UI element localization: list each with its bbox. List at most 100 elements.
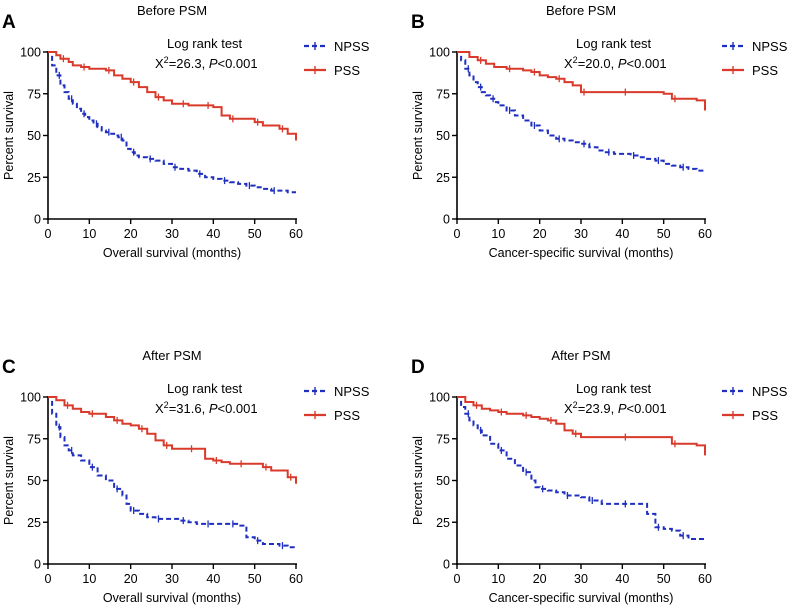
curve-npss — [457, 51, 705, 172]
legend-label-npss: NPSS — [752, 384, 788, 399]
x-tick-label: 60 — [698, 572, 712, 586]
log-rank-stat: X2=23.9, P<0.001 — [564, 400, 667, 416]
x-tick-label: 40 — [206, 227, 220, 241]
x-tick-label: 20 — [533, 572, 547, 586]
y-axis-label: Percent survival — [2, 436, 16, 525]
panel-letter: D — [411, 357, 425, 378]
log-rank-part: P — [618, 401, 627, 416]
log-rank-part: X — [564, 401, 573, 416]
legend-label-npss: NPSS — [334, 384, 370, 399]
log-rank-part: P — [209, 56, 218, 71]
legend-label-pss: PSS — [752, 63, 778, 78]
log-rank-part: <0.001 — [626, 56, 666, 71]
x-tick-label: 60 — [289, 572, 303, 586]
y-tick-label: 0 — [34, 213, 41, 227]
panel-title: After PSM — [551, 348, 610, 363]
x-tick-label: 10 — [491, 572, 505, 586]
x-tick-label: 30 — [165, 572, 179, 586]
log-rank-part: X — [155, 56, 164, 71]
legend-label-npss: NPSS — [752, 39, 788, 54]
x-tick-label: 0 — [454, 227, 461, 241]
curve-npss — [48, 396, 297, 549]
log-rank-title: Log rank test — [167, 381, 243, 396]
curve-pss — [48, 51, 297, 141]
curve-pss — [457, 51, 706, 111]
x-tick-label: 30 — [574, 572, 588, 586]
log-rank-stat: X2=26.3, P<0.001 — [155, 55, 258, 71]
y-tick-label: 75 — [27, 87, 41, 101]
log-rank-part: <0.001 — [217, 401, 257, 416]
x-tick-label: 0 — [454, 572, 461, 586]
curve-pss — [457, 396, 706, 456]
y-tick-label: 50 — [436, 474, 450, 488]
panel-d: D After PSM 0 25 50 75 100 0 10 20 30 40 50 60 Cancer-… — [411, 348, 788, 605]
y-axis-label: Percent survival — [411, 91, 425, 180]
y-tick-label: 0 — [443, 558, 450, 572]
y-tick-label: 75 — [436, 87, 450, 101]
x-tick-label: 60 — [698, 227, 712, 241]
y-tick-label: 100 — [20, 46, 41, 60]
x-tick-label: 10 — [82, 572, 96, 586]
panel-a: A Before PSM 0 25 50 75 100 0 10 20 30 40 50 60 Overal… — [2, 3, 370, 260]
y-tick-label: 50 — [436, 129, 450, 143]
y-tick-label: 25 — [436, 171, 450, 185]
x-axis-label: Overall survival (months) — [103, 246, 241, 260]
log-rank-title: Log rank test — [576, 381, 652, 396]
x-tick-label: 0 — [45, 572, 52, 586]
log-rank-title: Log rank test — [576, 36, 652, 51]
log-rank-part: =20.0, — [578, 56, 618, 71]
x-tick-label: 0 — [45, 227, 52, 241]
log-rank-part: 2 — [164, 55, 169, 65]
log-rank-stat: X2=20.0, P<0.001 — [564, 55, 667, 71]
panel-letter: C — [2, 357, 16, 378]
x-tick-label: 10 — [82, 227, 96, 241]
y-tick-label: 0 — [34, 558, 41, 572]
log-rank-part: 2 — [164, 400, 169, 410]
y-tick-label: 25 — [27, 171, 41, 185]
x-tick-label: 40 — [615, 572, 629, 586]
y-tick-label: 100 — [20, 391, 41, 405]
legend-label-pss: PSS — [334, 63, 360, 78]
log-rank-part: 2 — [573, 55, 578, 65]
x-tick-label: 30 — [165, 227, 179, 241]
log-rank-part: 2 — [573, 400, 578, 410]
log-rank-part: =26.3, — [169, 56, 209, 71]
x-tick-label: 20 — [533, 227, 547, 241]
legend-label-pss: PSS — [752, 408, 778, 423]
y-tick-label: 100 — [429, 391, 450, 405]
panel-b: B Before PSM 0 25 50 75 100 0 10 20 30 40 50 60 Cancer… — [411, 3, 788, 260]
x-tick-label: 30 — [574, 227, 588, 241]
log-rank-part: =31.6, — [169, 401, 209, 416]
x-tick-label: 20 — [124, 572, 138, 586]
log-rank-part: P — [209, 401, 218, 416]
curve-npss — [457, 396, 705, 540]
log-rank-stat: X2=31.6, P<0.001 — [155, 400, 258, 416]
y-tick-label: 25 — [27, 516, 41, 530]
curve-pss — [48, 396, 297, 484]
y-tick-label: 75 — [436, 432, 450, 446]
x-axis-label: Cancer-specific survival (months) — [489, 246, 674, 260]
log-rank-part: <0.001 — [217, 56, 257, 71]
legend-label-npss: NPSS — [334, 39, 370, 54]
panel-title: Before PSM — [137, 3, 207, 18]
legend-label-pss: PSS — [334, 408, 360, 423]
log-rank-part: X — [155, 401, 164, 416]
panel-title: Before PSM — [546, 3, 616, 18]
y-tick-label: 50 — [27, 129, 41, 143]
x-tick-label: 40 — [615, 227, 629, 241]
y-tick-label: 100 — [429, 46, 450, 60]
log-rank-title: Log rank test — [167, 36, 243, 51]
y-tick-label: 0 — [443, 213, 450, 227]
log-rank-part: <0.001 — [626, 401, 666, 416]
log-rank-part: X — [564, 56, 573, 71]
y-axis-label: Percent survival — [411, 436, 425, 525]
log-rank-part: =23.9, — [578, 401, 618, 416]
x-axis-label: Overall survival (months) — [103, 591, 241, 605]
panel-letter: A — [2, 12, 16, 33]
x-tick-label: 50 — [657, 227, 671, 241]
x-tick-label: 60 — [289, 227, 303, 241]
x-tick-label: 20 — [124, 227, 138, 241]
x-tick-label: 10 — [491, 227, 505, 241]
y-tick-label: 25 — [436, 516, 450, 530]
y-tick-label: 75 — [27, 432, 41, 446]
